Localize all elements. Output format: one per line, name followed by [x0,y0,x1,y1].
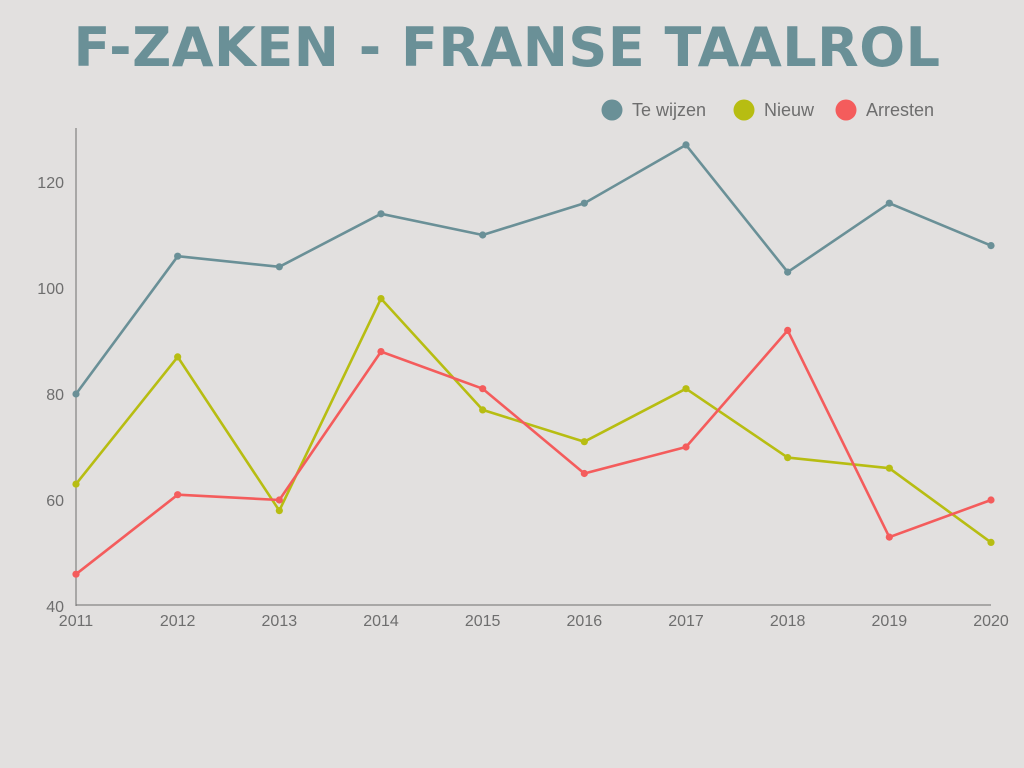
x-tick-label: 2018 [770,613,806,630]
legend-swatch [835,99,857,121]
data-point [580,438,588,446]
chart-title: F-ZAKEN - FRANSE TAALROL [73,16,941,79]
data-point [72,390,80,398]
data-point [72,570,80,578]
x-tick-label: 2012 [160,613,196,630]
data-point [580,469,588,478]
data-point [174,353,182,361]
legend-swatch [601,99,623,121]
data-point [987,538,995,547]
x-tick-label: 2011 [59,613,94,630]
data-point [275,507,283,515]
series-1 [72,295,995,547]
series-line [74,143,992,395]
y-tick-labels: 40 60 80 100 120 [37,175,64,616]
x-tick-label: 2020 [973,613,1009,630]
y-tick-label: 100 [37,281,64,298]
data-point [275,263,283,271]
x-tick-label: 2015 [465,613,501,630]
data-point [784,268,792,276]
data-point [275,496,283,504]
x-tick-label: 2013 [262,613,298,630]
x-tick-label: 2014 [363,613,399,630]
series-2 [72,326,995,578]
data-point [682,141,690,149]
x-tick-labels: 2011 2012 2013 2014 2015 2016 2017 2018 2019 2020 [59,613,1009,630]
data-point [72,480,80,488]
legend-label: Nieuw [764,100,815,120]
data-point [885,464,893,472]
y-tick-label: 120 [37,175,64,192]
legend-label: Te wijzen [632,100,706,120]
data-point [784,454,792,462]
x-tick-label: 2016 [567,613,603,630]
legend-item: Nieuw [733,99,815,121]
x-tick-label: 2017 [668,613,704,630]
data-point [479,406,487,414]
series-line [75,329,992,576]
legend: Te wijzen Nieuw Arresten [601,99,934,121]
series-line [74,297,992,544]
series-layer [72,141,995,578]
data-point [377,210,385,218]
series-0 [72,141,995,398]
data-point [174,252,182,260]
data-point [377,295,385,303]
data-point [885,199,893,207]
legend-item: Arresten [835,99,934,121]
y-tick-label: 80 [46,387,64,404]
data-point [479,231,487,239]
data-point [987,496,995,504]
data-point [174,491,182,499]
data-point [885,533,893,541]
legend-swatch [733,99,755,121]
data-point [682,443,690,451]
y-tick-label: 40 [46,599,64,616]
x-tick-label: 2019 [872,613,908,630]
legend-label: Arresten [866,100,934,120]
data-point [784,326,792,334]
y-tick-label: 60 [46,493,64,510]
data-point [377,348,385,356]
data-point [580,199,588,207]
data-point [479,385,487,393]
data-point [987,242,995,250]
legend-item: Te wijzen [601,99,706,121]
axes [75,128,991,606]
data-point [682,385,690,393]
